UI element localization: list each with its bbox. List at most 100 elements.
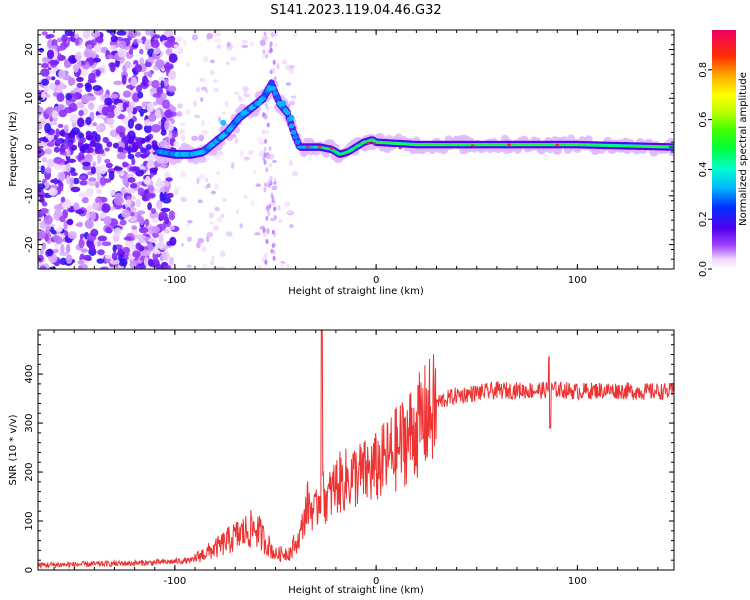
spectrogram-cell (160, 92, 167, 100)
spectrogram-cell (106, 141, 113, 148)
spectrogram-cell (90, 228, 99, 237)
spectrogram-cell (91, 131, 98, 137)
spectrogram-cell (150, 258, 160, 268)
colorbar-tick-label: 0.2 (698, 211, 709, 227)
spectrogram-cell (206, 231, 214, 238)
spectrogram-cell (134, 64, 143, 73)
spectrogram-cell (136, 84, 142, 93)
spectrogram-cell (168, 70, 177, 81)
spectrogram-cell (225, 231, 233, 237)
spectrogram-cell (38, 106, 44, 116)
spectrogram-cell (160, 207, 171, 213)
spectrogram-cell (264, 231, 268, 237)
spectrogram-cell (124, 61, 132, 69)
spectrogram-cell (278, 219, 283, 223)
spectrogram-cell (57, 123, 64, 128)
spectrogram-cell (173, 189, 179, 196)
spectrogram-cell (153, 47, 161, 55)
spectrogram-cell (214, 183, 219, 190)
spectrogram-cell (139, 111, 144, 117)
spectrogram-cell (152, 245, 159, 255)
spectrogram-cell (43, 215, 53, 225)
spectrogram-cell (186, 62, 191, 68)
spectrogram-cell (150, 123, 161, 133)
spectrogram-cell (104, 158, 111, 164)
spectrogram-cell (85, 211, 91, 220)
spectrogram-cell (266, 122, 270, 128)
spectrogram-cell (122, 176, 130, 187)
spectrogram-cell (95, 181, 100, 189)
spectrogram-cell (100, 211, 107, 220)
spectrogram-cell (158, 233, 164, 243)
spectrogram-cell (285, 64, 291, 71)
spectrogram-cell (140, 249, 151, 257)
spectrogram-cell (92, 201, 100, 211)
spectrogram-cell (206, 235, 210, 243)
spectrogram-cell (143, 178, 151, 185)
spectrogram-cell (261, 36, 269, 40)
spectrogram-cell (143, 124, 153, 134)
spectrogram-cell (41, 78, 50, 86)
spectrogram-cell (131, 225, 138, 230)
spectrogram-cell (64, 106, 73, 114)
spectrogram-cell (198, 134, 205, 142)
snr-y-tick-label: 200 (24, 462, 35, 481)
spectrogram-cell (262, 112, 266, 118)
spectrogram-cell (103, 216, 112, 226)
spectrogram-cell (56, 92, 65, 102)
spectrogram-cell (126, 199, 132, 207)
spectrogram-cell (266, 152, 270, 157)
spectrogram-cell (143, 256, 150, 267)
spectrogram-cell (290, 95, 297, 99)
spectrogram-cell (252, 169, 257, 175)
spectrogram-cell (91, 30, 101, 39)
spectrogram-cell (41, 57, 51, 63)
spectrogram-cell (267, 179, 271, 185)
snr-x-tick-label: -100 (164, 576, 187, 587)
spectrogram-cell (265, 239, 269, 244)
spectrogram-cell (65, 163, 71, 173)
spectrogram-cell (240, 109, 247, 116)
spectrogram-cell (173, 186, 181, 191)
spectrogram-cell (147, 113, 157, 122)
spectrogram-cell (41, 31, 48, 36)
spectrogram-cell (123, 236, 133, 241)
spectrogram-cell (95, 36, 104, 44)
snr-ticks: -100 0 100 0 100 200 300 400 (24, 330, 674, 587)
spectrogram-cell (46, 142, 55, 147)
spectrogram-cell (109, 189, 116, 197)
spectrogram-cell (137, 91, 144, 99)
spectrogram-cell (269, 162, 272, 168)
spectrogram-cell (110, 93, 119, 99)
spectrogram-cell (258, 140, 265, 145)
spectrogram-cell (53, 146, 60, 153)
spectrogram-cell (137, 187, 145, 196)
spectrogram-cell (265, 53, 268, 59)
spectrogram-cell (164, 120, 170, 130)
spec-y-tick-label: 20 (24, 43, 35, 56)
spectrogram-cell (78, 192, 87, 198)
spectrogram-cell (163, 30, 174, 37)
spectrogram-cell (269, 175, 273, 181)
spectrogram-cell (201, 119, 205, 127)
spectrogram-cell (266, 229, 270, 235)
spectrogram-cell (159, 191, 164, 202)
spectrogram-cell (149, 172, 155, 177)
spectrogram-cell (82, 30, 91, 39)
spectrogram-cell (44, 233, 49, 242)
spectrogram-cell (111, 251, 118, 261)
snr-frame (37, 329, 675, 571)
spectrogram-cell (145, 30, 151, 36)
spectrogram-cell (75, 222, 84, 227)
spectrogram-cell (206, 183, 211, 189)
spectrogram-cell (280, 100, 287, 107)
spectrogram-cell (198, 173, 205, 181)
spectrogram-cell (76, 76, 84, 82)
spectrogram-cell (96, 188, 102, 194)
spectrogram-cell (197, 199, 203, 204)
colorbar-tick-label: 0.0 (698, 261, 709, 277)
spectrogram-cell (168, 131, 173, 139)
spectrogram-cell (68, 132, 75, 139)
spectrogram-cell (51, 45, 59, 51)
spectrogram-cell (73, 202, 80, 212)
